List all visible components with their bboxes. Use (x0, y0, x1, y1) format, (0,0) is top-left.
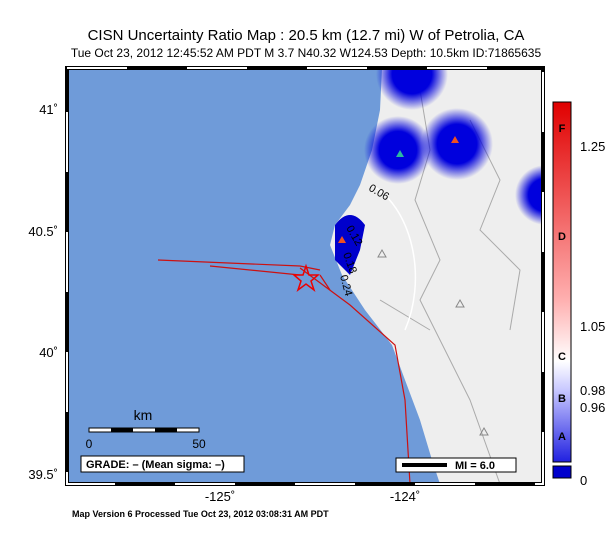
epicenter (291, 263, 321, 293)
grade: GRADE: – (Mean sigma: –) (86, 459, 225, 471)
contour-label: 0.24 (337, 274, 354, 298)
map: 0.06 0.12 0.18 0.24 (67, 68, 543, 484)
lat-label: 41˚ (39, 102, 58, 117)
cb-value: 0 (580, 473, 587, 488)
scale-start: 0 (86, 437, 93, 451)
station (338, 236, 346, 243)
scale-end: 50 (192, 437, 206, 451)
frame-ticks (66, 67, 544, 485)
blob (515, 165, 543, 225)
cb-letter: C (558, 351, 566, 363)
footer: Map Version 6 Processed Tue Oct 23, 2012… (72, 509, 329, 519)
lat-label: 40˚ (39, 345, 58, 360)
blob (335, 215, 365, 275)
colorbar-zero (552, 465, 572, 479)
station (451, 136, 459, 143)
contour (371, 184, 417, 331)
grade-box (80, 455, 245, 473)
scale-bar (155, 428, 177, 432)
cb-letter: A (558, 431, 566, 443)
cb-value: 1.25 (580, 139, 605, 154)
cb-letter: F (559, 123, 566, 135)
scale-bar (88, 427, 200, 433)
lat-label: 40.5˚ (28, 224, 58, 239)
blob (364, 116, 432, 184)
blob (421, 108, 493, 180)
subtitle: Tue Oct 23, 2012 12:45:52 AM PDT M 3.7 N… (71, 46, 542, 60)
station (455, 298, 465, 308)
cb-letter: B (558, 393, 566, 405)
cb-value: 0.98 (580, 383, 605, 398)
lon-label: -125˚ (205, 489, 235, 504)
cb-value: 1.05 (580, 319, 605, 334)
legend: MI = 6.0 (455, 460, 495, 472)
scale-bar (111, 428, 133, 432)
station (377, 248, 387, 258)
lat-label: 39.5˚ (28, 467, 58, 482)
scale-unit: km (134, 407, 153, 423)
cb-value: 0.96 (580, 400, 605, 415)
cb-letter: D (558, 231, 566, 243)
lon-label: -124˚ (390, 489, 420, 504)
station (396, 150, 404, 157)
station (479, 426, 489, 436)
blob (376, 68, 448, 110)
legend-box (395, 457, 517, 473)
colorbar (552, 101, 572, 463)
title: CISN Uncertainty Ratio Map : 20.5 km (12… (88, 27, 525, 44)
faults (157, 259, 411, 484)
